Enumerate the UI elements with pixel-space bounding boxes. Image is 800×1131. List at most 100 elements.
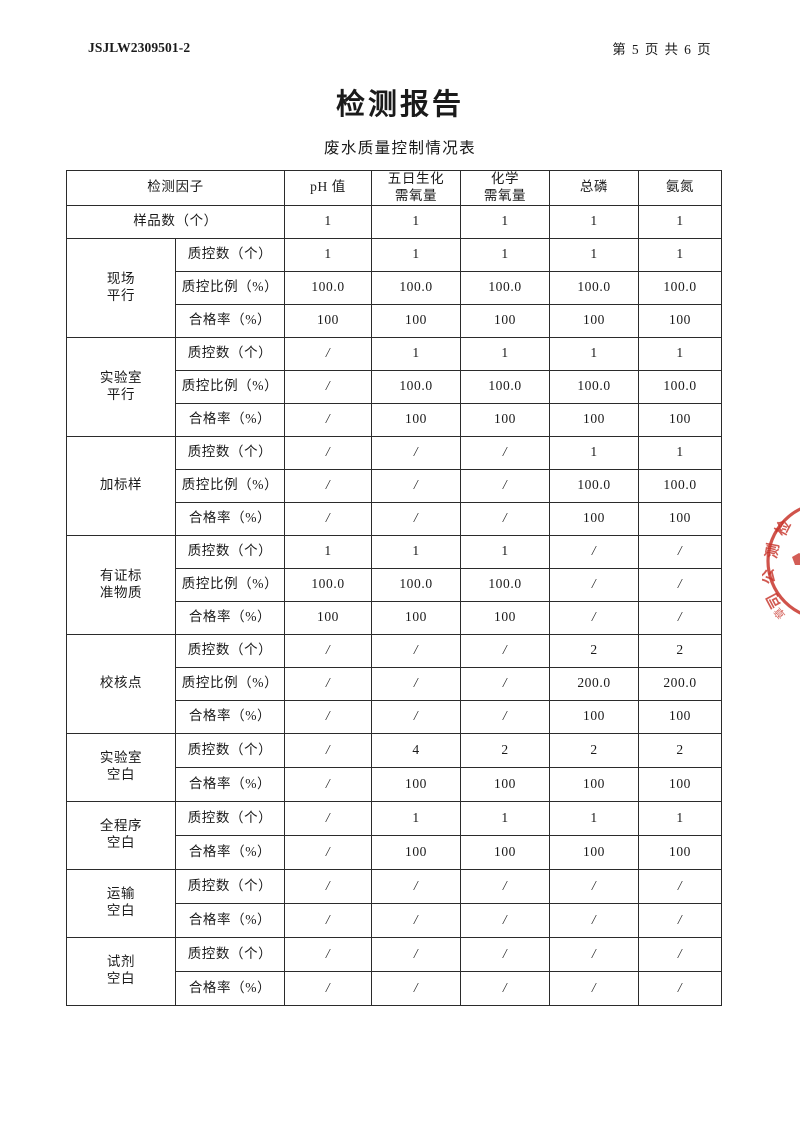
row-label: 质控比例（%） bbox=[175, 666, 285, 701]
table-row: 合格率（%）/100 100 100 100 bbox=[67, 834, 722, 870]
document-running-header: JSJLW2309501-2 第 5 页 共 6 页 bbox=[88, 36, 712, 60]
svg-text:测: 测 bbox=[762, 542, 782, 560]
group-label-4: 校核点 bbox=[66, 633, 176, 734]
table-cell-value: / bbox=[460, 868, 550, 904]
document-id: JSJLW2309501-2 bbox=[88, 40, 191, 55]
svg-text:公: 公 bbox=[762, 568, 779, 586]
group-label-8: 试剂 空白 bbox=[66, 936, 176, 1006]
table-cell-value: / bbox=[638, 868, 722, 904]
table-cell-value: / bbox=[460, 501, 550, 536]
table-cell-value: 100.0 bbox=[460, 270, 550, 305]
row-label: 质控数（个） bbox=[175, 868, 285, 904]
row-label: 合格率（%） bbox=[175, 902, 285, 938]
table-cell-value: 1 bbox=[638, 800, 722, 836]
table-cell-value: 100 bbox=[460, 766, 550, 802]
table-cell-value: / bbox=[371, 435, 461, 470]
table-cell-value: 100 bbox=[371, 834, 461, 870]
row-label: 合格率（%） bbox=[175, 699, 285, 734]
svg-text:章: 章 bbox=[771, 605, 789, 622]
table-cell-value: / bbox=[638, 970, 722, 1006]
table-cell-value: 1 bbox=[549, 237, 639, 272]
table-cell-value: 2 bbox=[549, 732, 639, 768]
row-label: 质控比例（%） bbox=[175, 270, 285, 305]
table-cell-value: 1 bbox=[460, 204, 550, 239]
table-cell-value: 100 bbox=[638, 699, 722, 734]
table-cell-value: / bbox=[549, 567, 639, 602]
table-cell-value: / bbox=[284, 699, 372, 734]
table-cell-value: 4 bbox=[371, 732, 461, 768]
table-cell-value: 2 bbox=[638, 732, 722, 768]
table-cell-value: 1 bbox=[460, 800, 550, 836]
table-cell-value: 1 bbox=[371, 534, 461, 569]
table-cell-value: 100.0 bbox=[460, 369, 550, 404]
table-cell-value: 100 bbox=[549, 303, 639, 338]
group-label-5: 实验室 空白 bbox=[66, 732, 176, 802]
table-row: 合格率（%） 100 100 100 100 100 bbox=[67, 303, 722, 338]
row-label: 质控数（个） bbox=[175, 237, 285, 272]
row-label: 合格率（%） bbox=[175, 501, 285, 536]
table-cell-value: 100.0 bbox=[284, 270, 372, 305]
column-header-factor: 检测因子 bbox=[66, 170, 285, 206]
table-cell-value: 100 bbox=[549, 501, 639, 536]
table-cell-value: 1 bbox=[638, 435, 722, 470]
table-row: 全程序 空白 质控数（个）/1 1 1 1 bbox=[66, 800, 722, 870]
row-label-sample-count: 样品数（个） bbox=[66, 204, 285, 239]
table-cell-value: 2 bbox=[460, 732, 550, 768]
row-label: 合格率（%） bbox=[175, 600, 285, 635]
table-cell-value: 100 bbox=[638, 303, 722, 338]
table-cell-value: / bbox=[284, 766, 372, 802]
table-cell-value: / bbox=[460, 936, 550, 972]
row-label: 质控数（个） bbox=[175, 936, 285, 972]
table-cell-value: / bbox=[460, 666, 550, 701]
table-cell-value: 1 bbox=[284, 204, 372, 239]
group-label-6: 全程序 空白 bbox=[66, 800, 176, 870]
table-cell-value: 100.0 bbox=[460, 567, 550, 602]
table-row-sample-count: 样品数（个） 1 1 1 1 1 bbox=[66, 204, 722, 239]
table-cell-value: 100 bbox=[371, 402, 461, 437]
table-cell-value: 100 bbox=[371, 766, 461, 802]
table-row: 加标样 质控数（个） / //1 1 bbox=[66, 435, 722, 536]
table-cell-value: / bbox=[549, 534, 639, 569]
row-label: 质控数（个） bbox=[175, 435, 285, 470]
row-label: 质控数（个） bbox=[175, 336, 285, 371]
table-cell-value: 100 bbox=[549, 834, 639, 870]
group-label-7: 运输 空白 bbox=[66, 868, 176, 938]
table-row: 质控比例（%） 100.0 100.0 100.0 100.0 100.0 bbox=[67, 270, 722, 305]
official-red-seal: 检 测 公 司 章 bbox=[762, 497, 800, 625]
table-cell-value: / bbox=[460, 468, 550, 503]
group-label-3: 有证标 准物质 bbox=[66, 534, 176, 635]
table-cell-value: 1 bbox=[638, 237, 722, 272]
table-cell-value: / bbox=[460, 633, 550, 668]
row-label: 质控数（个） bbox=[175, 732, 285, 768]
table-row: 合格率（%）/100 100 100 100 bbox=[67, 402, 722, 437]
table-cell-value: / bbox=[460, 970, 550, 1006]
table-row: 试剂 空白 质控数（个） / / / / / bbox=[66, 936, 722, 1006]
table-cell-value: 100 bbox=[371, 303, 461, 338]
svg-text:司: 司 bbox=[763, 590, 786, 612]
table-cell-value: 100 bbox=[638, 766, 722, 802]
table-cell-value: / bbox=[549, 868, 639, 904]
table-cell-value: 200.0 bbox=[549, 666, 639, 701]
table-cell-value: 2 bbox=[549, 633, 639, 668]
group-label-2: 加标样 bbox=[66, 435, 176, 536]
table-row: 校核点 质控数（个） / //2 2 bbox=[66, 633, 722, 734]
table-cell-value: 100.0 bbox=[549, 270, 639, 305]
table-cell-value: 100.0 bbox=[549, 468, 639, 503]
table-cell-value: 100 bbox=[284, 600, 372, 635]
table-cell-value: 100.0 bbox=[638, 468, 722, 503]
row-label: 质控比例（%） bbox=[175, 369, 285, 404]
row-label: 合格率（%） bbox=[175, 970, 285, 1006]
table-cell-value: / bbox=[284, 936, 372, 972]
table-cell-value: / bbox=[549, 600, 639, 635]
table-cell-value: / bbox=[460, 902, 550, 938]
column-header-tp: 总磷 bbox=[549, 170, 639, 206]
row-label: 合格率（%） bbox=[175, 766, 285, 802]
table-cell-value: / bbox=[549, 970, 639, 1006]
table-cell-value: 1 bbox=[284, 534, 372, 569]
table-cell-value: / bbox=[638, 600, 722, 635]
row-label: 质控数（个） bbox=[175, 534, 285, 569]
table-cell-value: / bbox=[284, 402, 372, 437]
table-cell-value: / bbox=[284, 800, 372, 836]
table-cell-value: 100.0 bbox=[371, 369, 461, 404]
row-label: 合格率（%） bbox=[175, 402, 285, 437]
